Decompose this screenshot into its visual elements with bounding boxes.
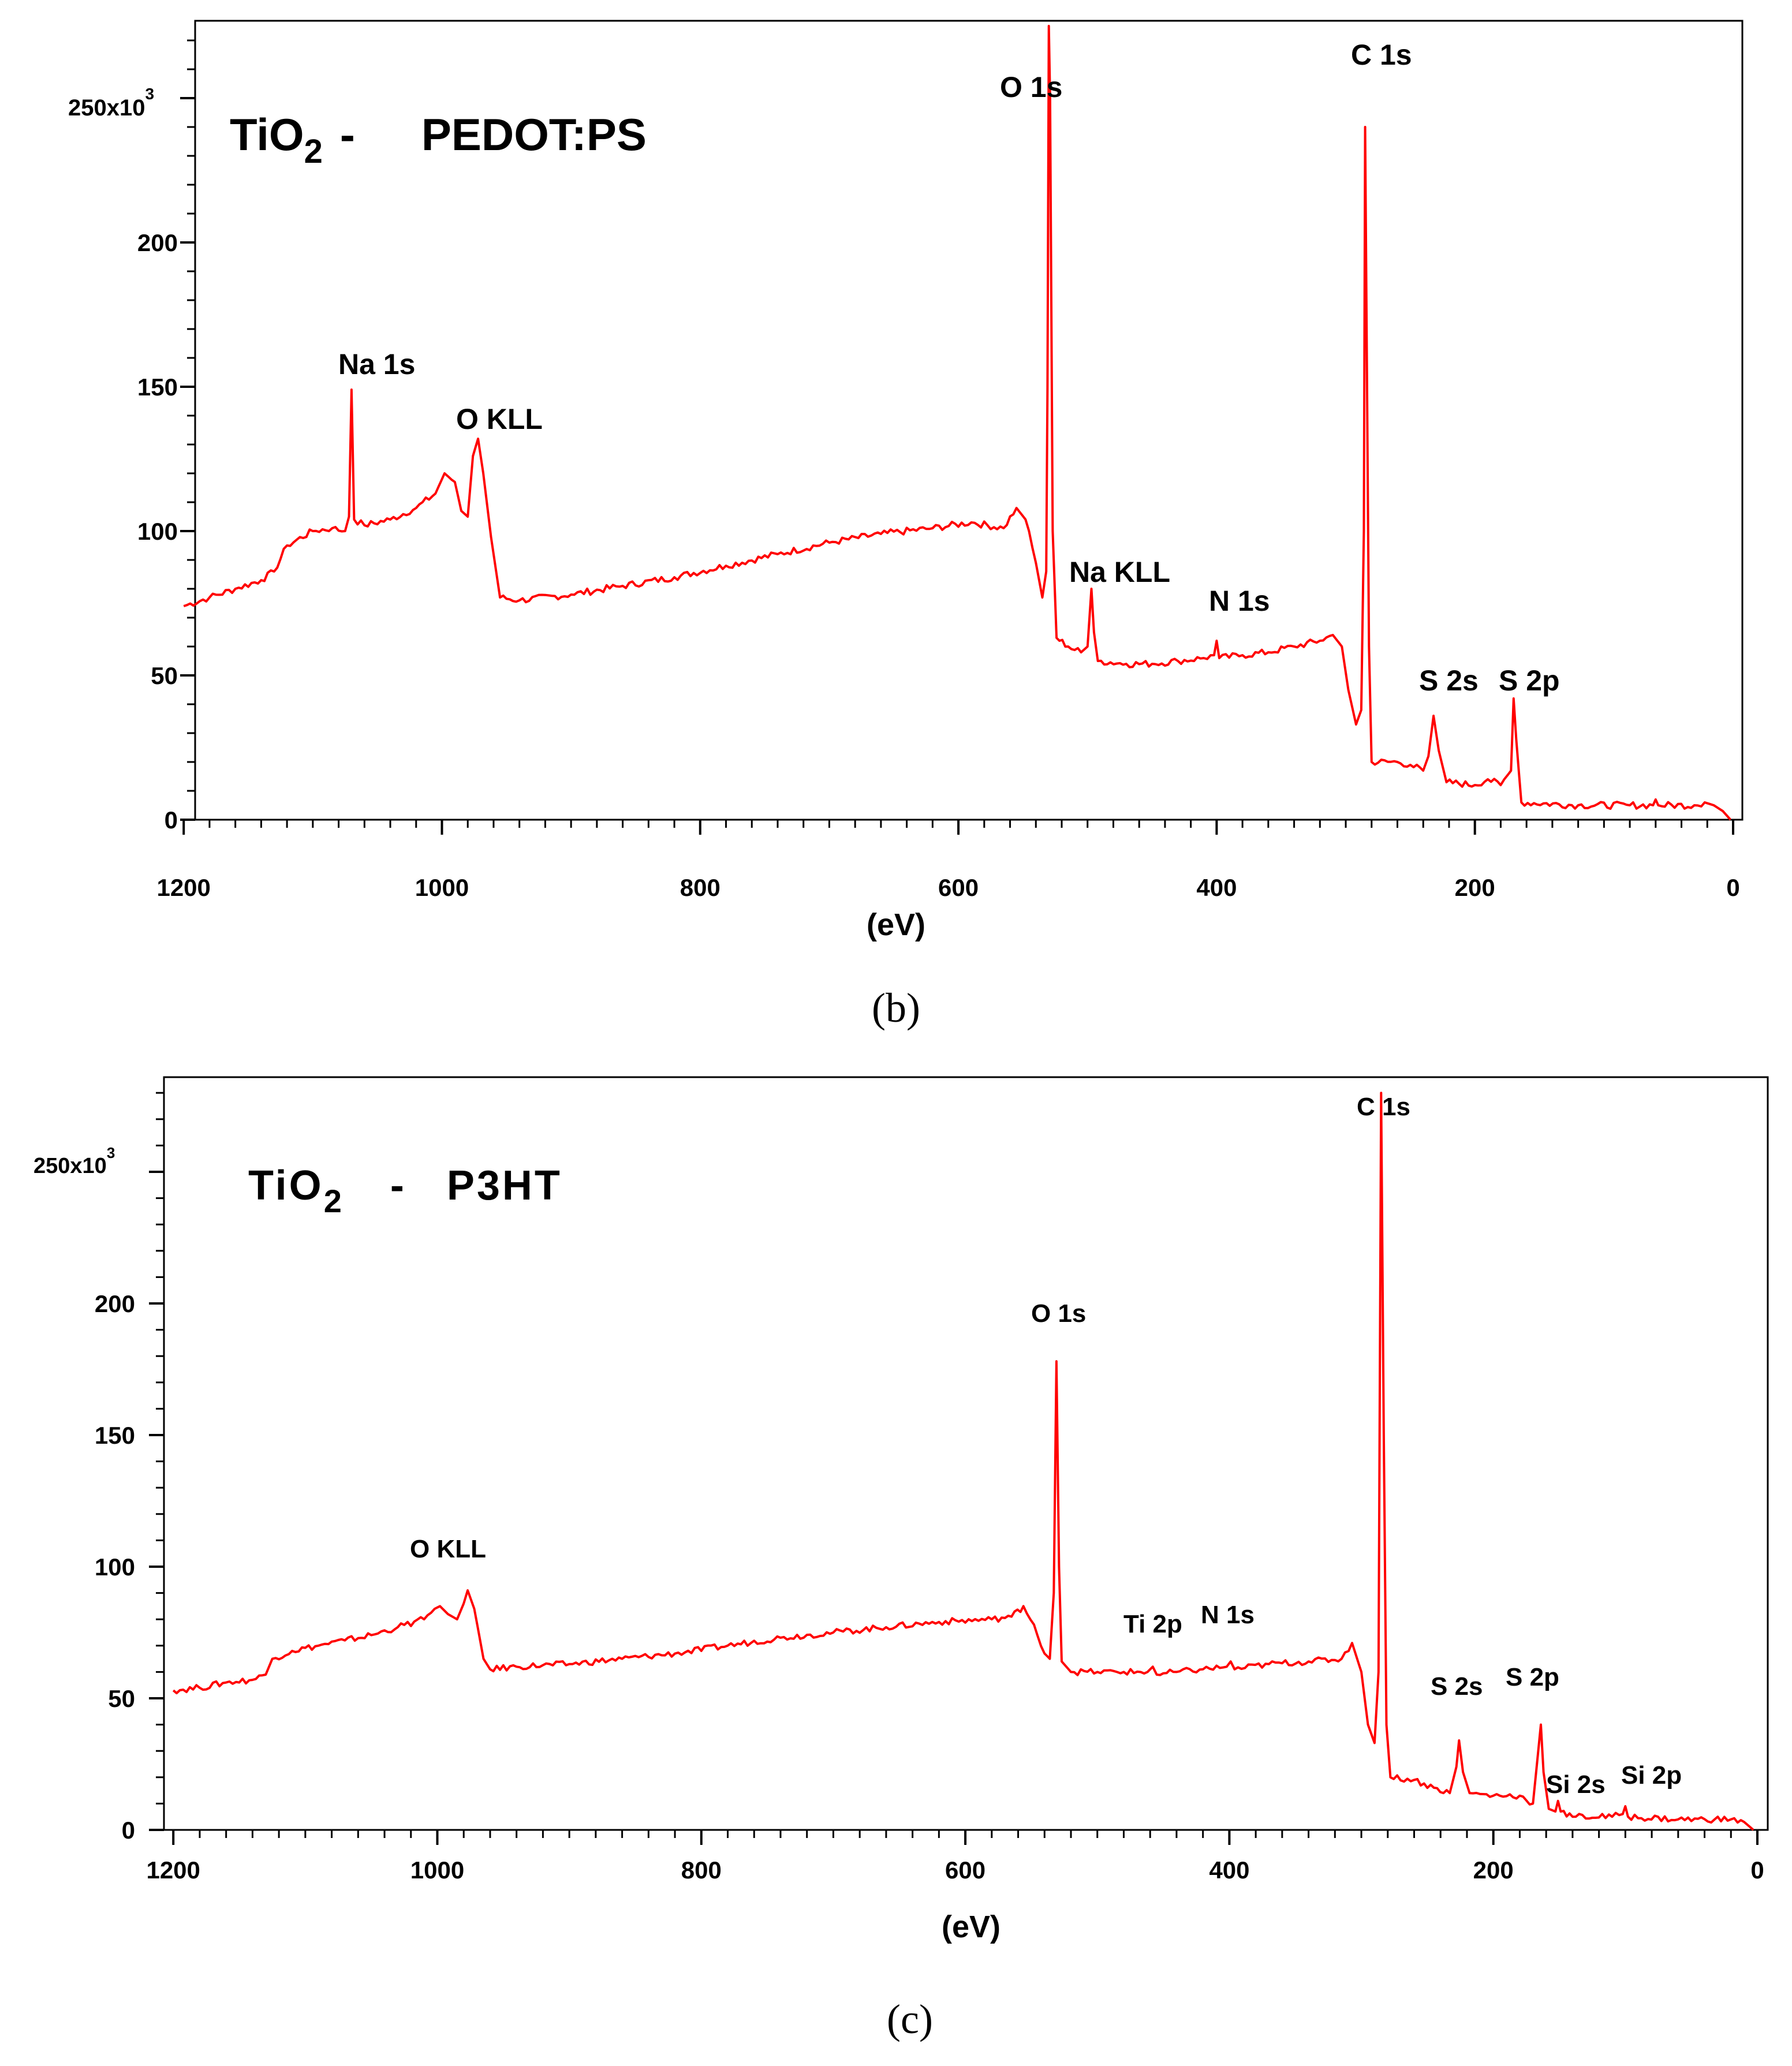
y-tick-label: 50 <box>151 662 178 689</box>
axis-ticks-c: 1200 1000 800 600 400 200 0 0 50 100 150 200 <box>95 1092 1764 1884</box>
peak-label-s2s-b: S 2s <box>1419 664 1479 697</box>
peak-label-o1s-b: O 1s <box>1000 71 1062 103</box>
peak-label-s2s-c: S 2s <box>1431 1672 1483 1701</box>
sample-separator-b: - <box>340 109 355 160</box>
y-scale-base-b: 250x10 <box>68 95 145 121</box>
sample-subscript-b: 2 <box>304 133 323 170</box>
x-tick-label: 400 <box>1196 874 1237 901</box>
x-tick-label: 400 <box>1209 1856 1249 1884</box>
plot-frame-b <box>194 20 1744 821</box>
x-tick-label: 800 <box>681 1856 722 1884</box>
sample-label-c: TiO2 - P3HT <box>248 1163 562 1219</box>
sample-separator-c: - <box>390 1163 406 1209</box>
y-tick-label: 150 <box>137 373 178 401</box>
peak-label-n1s-c: N 1s <box>1201 1601 1255 1629</box>
y-tick-label: 150 <box>95 1422 135 1449</box>
spectrum-line-c <box>172 1092 1754 1831</box>
x-axis-title-c: (eV) <box>942 1910 1000 1944</box>
peak-label-na1s-b: Na 1s <box>338 348 415 380</box>
peak-label-si2p-c: Si 2p <box>1621 1761 1682 1789</box>
y-tick-label: 200 <box>137 229 178 256</box>
y-scale-exp-c: 3 <box>107 1144 115 1161</box>
peak-label-nakll-b: Na KLL <box>1069 556 1170 588</box>
x-tick-label: 0 <box>1750 1856 1764 1884</box>
y-scale-label-c: 250x103 <box>33 1144 115 1178</box>
axis-ticks-b: 1200 1000 800 600 400 200 0 0 50 100 150 200 <box>137 39 1740 901</box>
y-tick-label: 100 <box>137 518 178 545</box>
sample-prefix-c: TiO <box>248 1163 324 1209</box>
peak-label-si2s-c: Si 2s <box>1546 1770 1606 1799</box>
x-tick-label: 600 <box>938 874 979 901</box>
y-tick-label: 0 <box>165 806 178 834</box>
x-tick-label: 800 <box>680 874 720 901</box>
peak-label-ti2p-c: Ti 2p <box>1123 1610 1182 1638</box>
y-tick-label: 50 <box>108 1685 135 1712</box>
sample-label-b: TiO2- PEDOT:PS <box>230 109 647 170</box>
spectrum-line-b <box>183 25 1731 821</box>
x-tick-label: 1000 <box>415 874 469 901</box>
x-tick-label: 1200 <box>156 874 210 901</box>
y-tick-label: 100 <box>95 1553 135 1581</box>
peak-label-s2p-c: S 2p <box>1506 1663 1559 1691</box>
panel-label-b: (b) <box>872 985 920 1031</box>
peak-label-o1s-c: O 1s <box>1031 1299 1086 1328</box>
peak-label-okll-b: O KLL <box>456 403 543 435</box>
panel-b: 1200 1000 800 600 400 200 0 0 50 100 150 200 TiO2- P… <box>68 20 1744 1031</box>
y-scale-exp-b: 3 <box>145 85 154 103</box>
y-scale-base-c: 250x10 <box>33 1154 107 1178</box>
x-axis-title-b: (eV) <box>867 907 925 942</box>
y-scale-label-b: 250x103 <box>68 85 154 121</box>
panel-label-c: (c) <box>887 1996 933 2042</box>
x-tick-label: 1200 <box>146 1856 200 1884</box>
x-tick-label: 1000 <box>410 1856 464 1884</box>
peak-label-c1s-b: C 1s <box>1351 39 1412 71</box>
y-tick-label: 0 <box>122 1817 135 1844</box>
sample-subscript-c: 2 <box>324 1183 344 1219</box>
x-tick-label: 200 <box>1473 1856 1514 1884</box>
sample-prefix-b: TiO <box>230 109 304 160</box>
peak-label-okll-c: O KLL <box>410 1535 486 1563</box>
sample-material-c: P3HT <box>447 1163 562 1209</box>
peak-label-s2p-b: S 2p <box>1499 664 1560 697</box>
panel-c: 1200 1000 800 600 400 200 0 0 50 100 150 200 TiO2 - P… <box>33 1076 1769 2042</box>
peak-label-c1s-c: C 1s <box>1357 1093 1410 1121</box>
y-tick-label: 200 <box>95 1290 135 1317</box>
sample-material-b: PEDOT:PS <box>421 109 647 160</box>
x-tick-label: 200 <box>1455 874 1495 901</box>
x-tick-label: 0 <box>1726 874 1739 901</box>
peak-label-n1s-b: N 1s <box>1209 585 1270 617</box>
x-tick-label: 600 <box>945 1856 985 1884</box>
